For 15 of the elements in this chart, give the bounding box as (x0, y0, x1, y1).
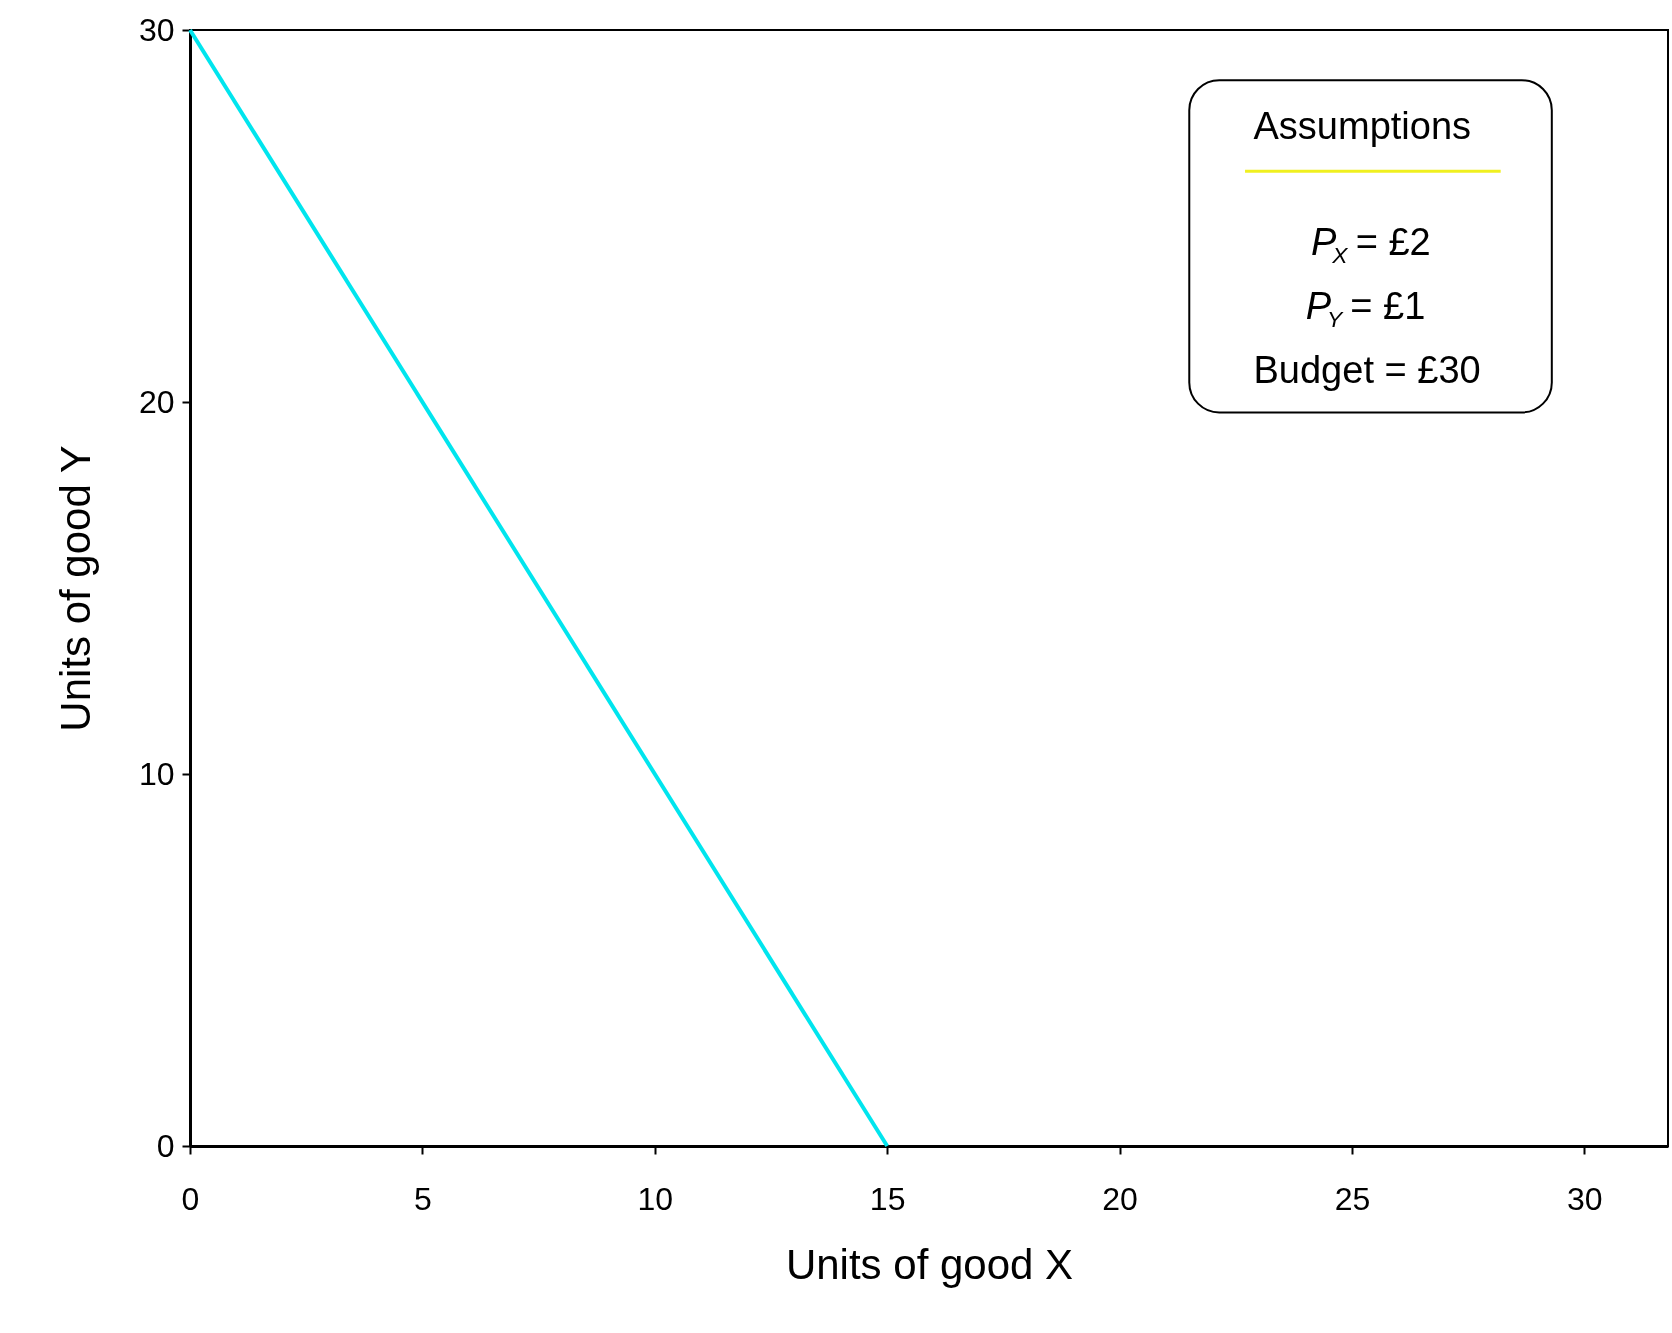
y-tick-label: 0 (156, 1127, 175, 1164)
x-tick-label: 0 (181, 1180, 200, 1217)
y-tick-label: 30 (138, 11, 175, 48)
annotation: Assumptions (1253, 105, 1472, 148)
x-tick-label: 30 (1567, 1180, 1603, 1217)
x-tick-label: 15 (869, 1180, 906, 1217)
y-tick-label: 20 (138, 383, 175, 420)
x-tick-label: 10 (637, 1180, 674, 1217)
y-axis-title: Units of good Y (51, 445, 99, 732)
x-tick-label: 20 (1102, 1180, 1138, 1217)
x-tick-label: 5 (413, 1180, 432, 1217)
y-tick-label: 10 (138, 755, 175, 792)
annotation: Budget = £30 (1253, 348, 1481, 391)
x-tick-label: 25 (1334, 1180, 1371, 1217)
x-axis-title: Units of good X (785, 1240, 1074, 1288)
